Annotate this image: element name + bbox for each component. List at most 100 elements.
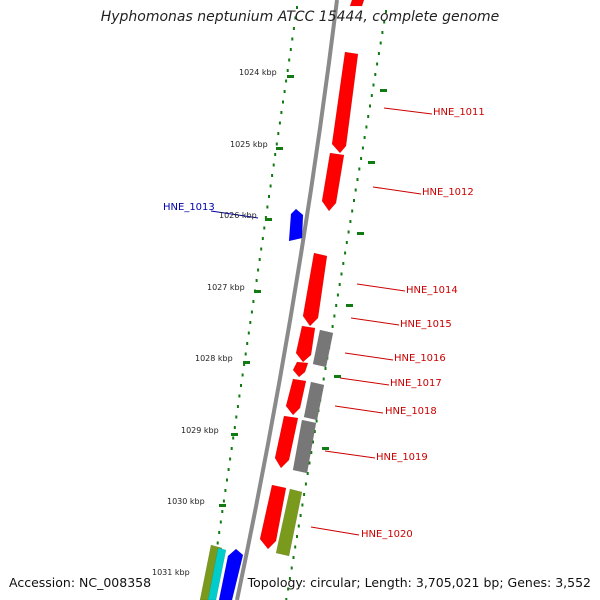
gene-features xyxy=(199,0,365,600)
guide-dot xyxy=(296,6,298,9)
guide-dot xyxy=(221,510,224,513)
guide-dot xyxy=(233,426,236,429)
gene-label-hne-1018[interactable]: HNE_1018 xyxy=(385,406,437,417)
gene-label-hne-1011[interactable]: HNE_1011 xyxy=(433,107,485,118)
gene-feature-hne-1020[interactable] xyxy=(275,488,303,557)
guide-dot xyxy=(374,73,377,76)
guide-dot xyxy=(342,262,345,265)
guide-dot xyxy=(294,16,297,20)
other-feature-1[interactable] xyxy=(312,329,334,368)
guide-dot xyxy=(354,188,357,192)
guide-dot xyxy=(340,272,343,276)
gene-label-hne-1017[interactable]: HNE_1017 xyxy=(390,378,442,389)
gene-feature-hne-1014[interactable] xyxy=(302,252,328,327)
guide-dot xyxy=(331,325,334,328)
guide-dot xyxy=(287,587,290,591)
guide-dot xyxy=(381,31,384,34)
guide-dot xyxy=(226,478,228,482)
leader-line xyxy=(344,352,394,361)
guide-dot xyxy=(299,514,302,517)
guide-dot xyxy=(278,121,281,125)
guide-dot xyxy=(243,363,246,366)
guide-dot xyxy=(288,577,291,580)
guide-dot xyxy=(361,146,364,150)
scale-tick xyxy=(322,447,329,450)
scale-tick xyxy=(276,147,283,150)
reverse-feature-bottom[interactable] xyxy=(218,548,244,600)
gene-feature-hne-1017[interactable] xyxy=(285,378,307,416)
guide-dot xyxy=(310,451,313,454)
scale-tick xyxy=(243,361,250,364)
guide-dot xyxy=(315,419,318,423)
guide-dot xyxy=(288,58,291,62)
guide-dot xyxy=(261,237,264,240)
guide-dot xyxy=(313,430,316,433)
guide-dot xyxy=(365,125,368,129)
guide-dot xyxy=(255,279,258,282)
gene-feature-hne-1018[interactable] xyxy=(274,415,299,469)
genome-summary-text: Topology: circular; Length: 3,705,021 bp… xyxy=(247,575,591,590)
gene-label-hne-1013[interactable]: HNE_1013 xyxy=(163,202,215,213)
gene-label-hne-1014[interactable]: HNE_1014 xyxy=(406,285,458,296)
scale-label-1028: 1028 kbp xyxy=(195,354,233,363)
guide-dot xyxy=(289,48,292,51)
guide-dot xyxy=(367,115,370,118)
gene-label-hne-1012[interactable]: HNE_1012 xyxy=(422,187,474,198)
genome-backbone-line xyxy=(235,0,339,600)
gene-label-leader-lines xyxy=(210,107,433,536)
guide-dot xyxy=(349,220,352,223)
guide-dot xyxy=(308,461,311,465)
guide-dot xyxy=(347,230,350,234)
guide-dot xyxy=(224,489,227,492)
guide-dot xyxy=(219,520,222,524)
scale-tick xyxy=(231,433,238,436)
guide-dot xyxy=(249,321,252,324)
gene-feature-hne-1019[interactable] xyxy=(259,484,287,550)
accession-text: Accession: NC_008358 xyxy=(9,575,152,590)
guide-dot xyxy=(235,415,238,419)
gene-feature-hne-1012[interactable] xyxy=(321,152,345,212)
guide-dot xyxy=(227,468,230,471)
guide-dot xyxy=(230,447,233,450)
guide-dot xyxy=(250,310,253,314)
gene-label-hne-1016[interactable]: HNE_1016 xyxy=(394,353,446,364)
gene-label-hne-1015[interactable]: HNE_1015 xyxy=(400,319,452,330)
guide-dot xyxy=(236,405,239,408)
scale-label-1027: 1027 kbp xyxy=(207,283,245,292)
guide-dot xyxy=(312,440,314,444)
leader-line xyxy=(350,317,400,326)
guide-dot xyxy=(274,153,277,156)
gene-feature-hne-1016[interactable] xyxy=(292,361,309,378)
guide-dot xyxy=(258,258,261,261)
guide-dot xyxy=(360,157,363,160)
leader-line xyxy=(310,526,360,536)
scale-tick xyxy=(287,75,294,78)
gene-feature-hne-1013[interactable] xyxy=(288,208,304,242)
gene-label-hne-1019[interactable]: HNE_1019 xyxy=(376,452,428,463)
gene-feature-top[interactable] xyxy=(349,0,365,7)
guide-dot xyxy=(247,331,250,335)
scale-tick xyxy=(346,304,353,307)
guide-dot xyxy=(303,493,306,496)
guide-dot xyxy=(372,83,375,87)
guide-dot xyxy=(218,531,221,534)
guide-dot xyxy=(297,524,300,528)
other-feature-3[interactable] xyxy=(292,419,317,474)
guide-dot xyxy=(370,94,373,97)
guide-dot xyxy=(345,241,348,244)
guide-dot xyxy=(268,195,270,198)
inner-dotted-guide xyxy=(208,6,298,597)
scale-label-1025: 1025 kbp xyxy=(230,140,268,149)
guide-dot xyxy=(324,367,327,370)
gene-feature-hne-1015[interactable] xyxy=(295,325,316,363)
guide-dot xyxy=(335,304,338,307)
cyan-feature-bottom[interactable] xyxy=(207,547,227,600)
guide-dot xyxy=(358,167,361,171)
scale-label-1029: 1029 kbp xyxy=(181,426,219,435)
other-feature-2[interactable] xyxy=(303,381,325,421)
gene-label-hne-1020[interactable]: HNE_1020 xyxy=(361,529,413,540)
gene-feature-hne-1011[interactable] xyxy=(331,51,359,154)
guide-dot xyxy=(283,90,286,93)
guide-dot xyxy=(301,503,304,507)
